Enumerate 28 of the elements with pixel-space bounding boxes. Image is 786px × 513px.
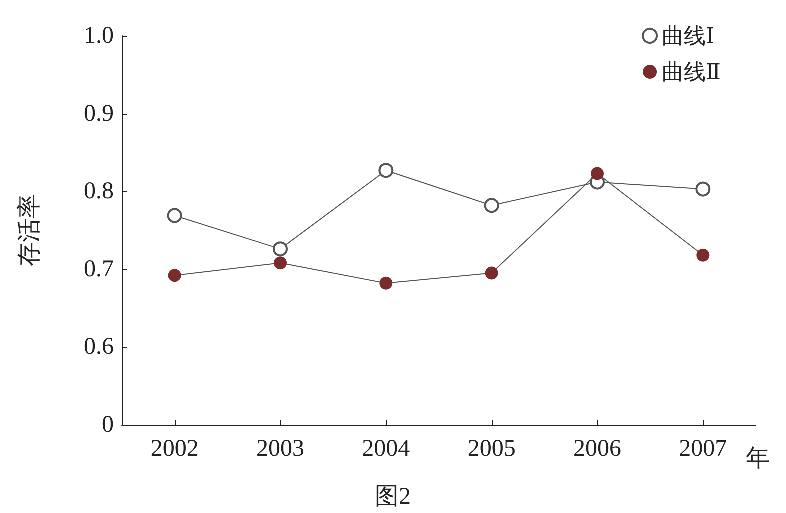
y-tick-label: 0.6	[84, 334, 114, 360]
caption: 图2	[375, 484, 411, 510]
point	[484, 198, 500, 214]
point	[696, 182, 711, 197]
x-axis-title: 年	[746, 446, 770, 472]
point	[274, 256, 287, 270]
point	[380, 276, 393, 290]
y-tick-label: 0	[102, 412, 114, 438]
point	[378, 163, 394, 178]
y-tick-label: 0.7	[84, 256, 114, 282]
y-tick-label: 0.8	[84, 178, 114, 205]
y-tick-label: 0.9	[84, 100, 114, 127]
x-tick-label: 2004	[362, 436, 410, 462]
legend-label: 曲线Ⅱ	[662, 60, 721, 84]
x-tick-label: 2007	[679, 436, 728, 462]
point	[168, 269, 182, 282]
legend-label: 曲线Ⅰ	[662, 24, 715, 48]
y-tick-label: 1.0	[84, 23, 114, 49]
point	[591, 167, 604, 180]
point	[273, 242, 288, 257]
x-tick-label: 2003	[256, 436, 304, 462]
x-tick-label: 2002	[150, 436, 199, 462]
point	[167, 208, 182, 224]
x-tick-label: 2005	[468, 436, 516, 462]
point	[696, 248, 710, 262]
point	[485, 266, 498, 280]
x-tick-label: 2006	[574, 436, 622, 462]
y-axis-title: 存活率	[16, 194, 43, 266]
